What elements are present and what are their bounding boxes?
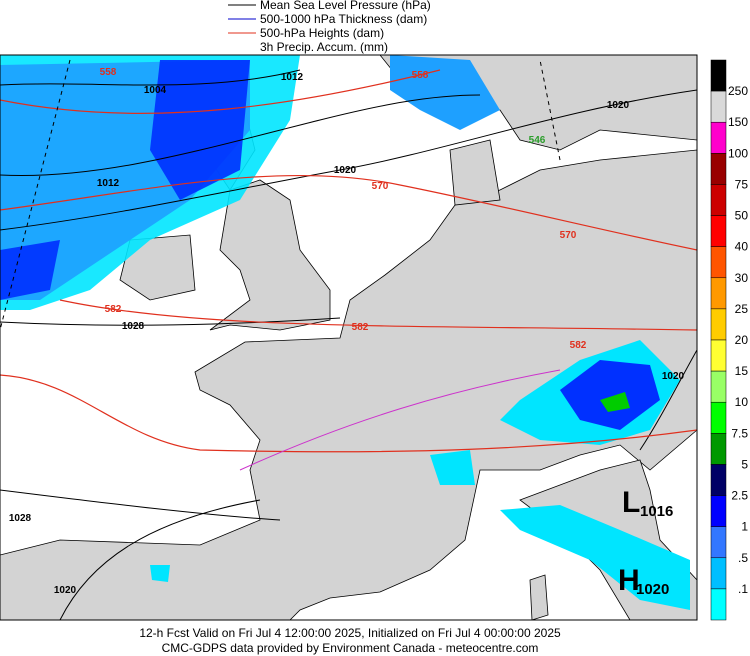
colorbar-swatch: [710, 526, 727, 559]
colorbar-label: 15: [735, 364, 749, 378]
contour-label: 570: [560, 230, 577, 241]
colorbar-label: .1: [738, 582, 748, 596]
colorbar-label: 2.5: [731, 489, 748, 503]
contour-label: 546: [529, 135, 546, 146]
colorbar-label: 20: [735, 333, 749, 347]
map-frame: [0, 54, 698, 621]
legend-label: 3h Precip. Accum. (mm): [260, 40, 388, 54]
contour-labels: 1004 1012 1012 1020 1020 1028 1028 1020 1020 558 5…: [9, 67, 685, 598]
pressure-center-value: 1016: [640, 503, 673, 520]
precipitation: [0, 55, 690, 610]
legend-label: 500-1000 hPa Thickness (dam): [260, 12, 427, 26]
contour-label: 582: [352, 322, 369, 333]
colorbar-label: 30: [735, 271, 749, 285]
footer-line: 12-h Fcst Valid on Fri Jul 4 12:00:00 20…: [139, 626, 561, 640]
pressure-center-letter: L: [622, 486, 640, 519]
freezing-lines: [0, 59, 561, 331]
contour-label: 1012: [281, 72, 304, 83]
colorbar-label: 150: [728, 115, 748, 129]
contour-label: 1012: [97, 178, 120, 189]
contour-label: 582: [105, 304, 122, 315]
colorbar-label: 5: [741, 457, 748, 471]
colorbar-label: 75: [735, 177, 749, 191]
contour-label: 582: [570, 340, 587, 351]
contour-label: 1028: [9, 513, 32, 524]
colorbar-label: 25: [735, 302, 749, 316]
colorbar-label: 7.5: [731, 426, 748, 440]
contour-label: 1004: [144, 85, 167, 96]
contour-label: 1028: [122, 321, 145, 332]
colorbar-swatch: [710, 121, 727, 154]
colorbar-swatch: [710, 215, 727, 247]
legend-label: 500-hPa Heights (dam): [260, 26, 384, 40]
contour-label: 558: [412, 70, 429, 81]
colorbar-label: 1: [741, 520, 748, 534]
contour-label: 1020: [662, 371, 685, 382]
map: 1004 1012 1012 1020 1020 1028 1028 1020 1020 558 5…: [0, 54, 698, 621]
colorbar-label: 50: [735, 209, 749, 223]
legend-label: Mean Sea Level Pressure (hPa): [260, 0, 431, 12]
colorbar-label: 40: [735, 240, 749, 254]
contour-label: 1020: [54, 585, 77, 596]
colorbar-swatch: [710, 246, 727, 279]
colorbar-label: .5: [738, 551, 748, 565]
height-contours: [0, 69, 697, 453]
colorbar-swatch: [710, 277, 727, 310]
footer-line: CMC-GDPS data provided by Environment Ca…: [162, 641, 539, 655]
colorbar-swatch: [710, 90, 727, 123]
pressure-contours: [0, 69, 697, 620]
colorbar-label: 10: [735, 395, 749, 409]
contour-label: 570: [372, 181, 389, 192]
colorbar-swatch: [710, 495, 727, 527]
colorbar-swatch: [710, 370, 727, 403]
colorbar-swatch: [710, 588, 727, 621]
colorbar-swatch: [710, 401, 727, 434]
colorbar-swatch: [710, 339, 727, 372]
contour-label: 1020: [334, 165, 357, 176]
colorbar-swatch: [710, 153, 727, 185]
colorbar-swatch: [710, 308, 727, 341]
contour-label: 1020: [607, 100, 630, 111]
colorbar-swatch: [710, 464, 727, 496]
legend: Mean Sea Level Pressure (hPa) 500-1000 h…: [228, 0, 431, 54]
pressure-center-value: 1020: [636, 581, 669, 598]
thickness-contour: [239, 369, 561, 471]
colorbar: 250 150 100 75 50 40 30 25 20 15 10 7.5 5 2.5 1 .5 .1: [710, 59, 749, 621]
colorbar-label: 250: [728, 84, 748, 98]
colorbar-swatch: [710, 557, 727, 590]
pressure-center-letter: H: [618, 564, 640, 597]
colorbar-label: 100: [728, 146, 748, 160]
colorbar-swatch: [710, 433, 727, 465]
contour-label: 558: [100, 67, 117, 78]
colorbar-swatch: [710, 184, 727, 216]
colorbar-swatch: [710, 59, 727, 92]
